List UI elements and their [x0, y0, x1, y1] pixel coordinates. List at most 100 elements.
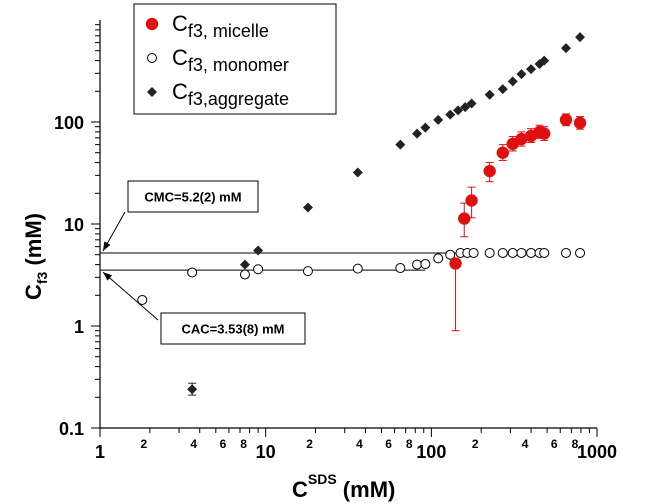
data-point: [526, 64, 537, 75]
annotations: CMC=5.2(2) mM CAC=3.53(8) mM: [102, 180, 306, 345]
annotation-text: CMC=5.2(2) mM: [144, 190, 241, 205]
data-point: [445, 109, 456, 120]
data-point: [445, 249, 456, 260]
legend-marker: [147, 53, 157, 63]
data-point: [516, 247, 527, 258]
y-tick-label: 0.1: [59, 419, 84, 439]
data-point: [433, 253, 444, 264]
series-2: [187, 32, 586, 396]
data-point: [496, 146, 510, 159]
annotation-text: CAC=3.53(8) mM: [182, 322, 285, 337]
cmc-annotation: CMC=5.2(2) mM: [102, 180, 259, 252]
legend-label-sub: f3,aggregate: [188, 89, 289, 109]
data-point: [539, 247, 550, 258]
data-point: [187, 267, 198, 278]
data-point: [302, 266, 313, 277]
data-point: [412, 128, 423, 139]
data-point: [433, 114, 444, 125]
annotation-arrow: [102, 271, 159, 321]
y-axis-label: Cf3 (mM): [21, 213, 50, 300]
x-minor-tick-label: 2: [306, 437, 313, 451]
legend-marker: [145, 17, 159, 31]
data-point: [302, 202, 313, 213]
data-point: [465, 194, 478, 207]
legend-label-main: C: [172, 11, 188, 36]
y-tick-label: 10: [64, 215, 84, 235]
data-point: [395, 263, 406, 274]
data-point: [239, 269, 250, 280]
data-point: [449, 257, 462, 270]
data-point: [534, 59, 545, 70]
data-point: [352, 263, 363, 274]
legend-box: [133, 3, 337, 115]
arrow-head: [103, 241, 111, 251]
annotation-box: [160, 312, 306, 345]
x-tick-label: 1000: [577, 442, 617, 462]
x-minor-tick-label: 4: [190, 437, 197, 451]
data-point: [561, 247, 572, 258]
series-0: [449, 113, 587, 332]
x-tick-label: 1: [95, 442, 105, 462]
legend-label: Cf3,aggregate: [172, 79, 289, 109]
x-tick-label: 100: [416, 442, 446, 462]
legend-entry: Cf3,aggregate: [147, 79, 289, 109]
x-minor-tick-label: 8: [240, 437, 247, 451]
data-point: [484, 247, 495, 258]
x-minor-tick-label: 4: [356, 437, 363, 451]
data-point: [460, 102, 471, 113]
data-point: [420, 122, 431, 133]
data-point: [575, 32, 586, 43]
x-minor-tick-label: 8: [572, 437, 579, 451]
x-minor-tick-label: 8: [406, 437, 413, 451]
series-1: [137, 247, 586, 305]
data-point: [137, 294, 148, 305]
data-point: [253, 245, 264, 256]
data-point: [497, 84, 508, 95]
data-point: [187, 384, 198, 395]
data-marks: [137, 32, 587, 396]
legend-marker: [147, 87, 157, 97]
data-point: [483, 164, 496, 178]
cac-annotation: CAC=3.53(8) mM: [102, 271, 306, 345]
data-point: [484, 89, 495, 100]
data-point: [539, 55, 550, 66]
data-point: [507, 247, 518, 258]
arrow-head: [103, 272, 113, 281]
x-minor-tick-label: 6: [220, 437, 227, 451]
legend-label-main: C: [172, 79, 188, 104]
legend-label-sub: f3, monomer: [188, 55, 289, 75]
data-point: [559, 113, 573, 127]
axis-labels: CSDS (mM) Cf3 (mM): [21, 213, 395, 502]
data-point: [497, 247, 508, 258]
legend-label: Cf3, monomer: [172, 45, 289, 75]
data-point: [561, 43, 572, 54]
data-point: [457, 212, 471, 225]
legend-entry: Cf3, micelle: [145, 11, 269, 41]
data-point: [507, 76, 518, 87]
legend-entry: Cf3, monomer: [147, 45, 289, 75]
data-point: [573, 116, 587, 130]
y-tick-label: 100: [54, 113, 84, 133]
data-point: [395, 139, 406, 150]
legend-label-sub: f3, micelle: [188, 21, 269, 41]
data-point: [466, 98, 477, 109]
x-minor-tick-label: 4: [522, 437, 529, 451]
legend-label-main: C: [172, 45, 188, 70]
x-minor-tick-label: 6: [551, 437, 558, 451]
data-point: [253, 264, 264, 275]
data-point: [352, 167, 363, 178]
x-axis-label: CSDS (mM): [292, 471, 395, 502]
data-point: [453, 105, 464, 116]
annotation-box: [127, 180, 259, 213]
legend-label: Cf3, micelle: [172, 11, 269, 41]
data-point: [516, 69, 527, 80]
y-tick-label: 1: [74, 317, 84, 337]
data-point: [468, 247, 479, 258]
x-minor-tick-label: 6: [385, 437, 392, 451]
x-minor-tick-label: 2: [141, 437, 148, 451]
data-point: [239, 259, 250, 270]
data-point: [537, 127, 551, 140]
